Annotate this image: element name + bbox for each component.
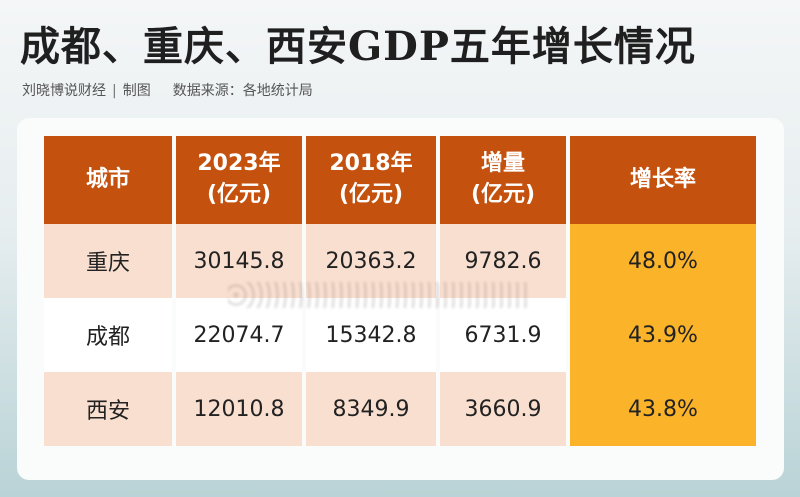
gdp-2018-cell: 20363.2 — [306, 224, 436, 298]
source-value: 各地统计局 — [242, 83, 313, 99]
header-cell-growth: 增长率 — [570, 136, 756, 224]
gdp-2018-cell: 15342.8 — [306, 298, 436, 372]
credit-suffix: 制图 — [122, 83, 151, 99]
credit-author: 刘晓博说财经 — [22, 83, 106, 99]
source-label: 数据来源： — [172, 83, 243, 99]
header-city-label: 城市 — [85, 166, 130, 192]
scribble-artifact — [228, 282, 528, 308]
city-cell: 重庆 — [44, 224, 172, 298]
gdp-2023-cell: 22074.7 — [176, 298, 302, 372]
header-2023-unit: (亿元) — [206, 182, 272, 207]
header-increase-label: 增量 — [480, 151, 525, 177]
increase-cell: 6731.9 — [440, 298, 566, 372]
header-cell-increase: 增量 (亿元) — [440, 136, 566, 224]
growth-rate-cell: 48.0% — [570, 224, 756, 298]
header-2023-label: 2023年 — [197, 151, 281, 177]
growth-rate-cell: 43.9% — [570, 298, 756, 372]
header-cell-city: 城市 — [44, 136, 172, 224]
header-growth-label: 增长率 — [629, 166, 696, 192]
table-row: 成都 22074.7 15342.8 6731.9 43.9% — [44, 298, 756, 372]
page-title: 成都、重庆、西安GDP五年增长情况 — [20, 23, 696, 70]
header-2018-label: 2018年 — [329, 151, 413, 177]
increase-cell: 3660.9 — [440, 372, 566, 446]
header-cell-2023: 2023年 (亿元) — [176, 136, 302, 224]
growth-rate-cell: 43.8% — [570, 372, 756, 446]
table-row: 重庆 30145.8 20363.2 9782.6 48.0% — [44, 224, 756, 298]
header-2018-unit: (亿元) — [338, 182, 404, 207]
table-row: 西安 12010.8 8349.9 3660.9 43.8% — [44, 372, 756, 446]
increase-cell: 9782.6 — [440, 224, 566, 298]
table-header-row: 城市 2023年 (亿元) 2018年 (亿元) 增量 (亿元) 增长率 — [44, 136, 756, 224]
city-cell: 成都 — [44, 298, 172, 372]
gdp-2023-cell: 30145.8 — [176, 224, 302, 298]
header-cell-2018: 2018年 (亿元) — [306, 136, 436, 224]
gdp-2018-cell: 8349.9 — [306, 372, 436, 446]
separator: | — [112, 83, 117, 99]
header-increase-unit: (亿元) — [470, 182, 536, 207]
subtitle: 刘晓博说财经 | 制图 数据来源：各地统计局 — [22, 80, 313, 100]
city-cell: 西安 — [44, 372, 172, 446]
gdp-2023-cell: 12010.8 — [176, 372, 302, 446]
gdp-table: 城市 2023年 (亿元) 2018年 (亿元) 增量 (亿元) 增长率 重庆 … — [40, 136, 760, 446]
